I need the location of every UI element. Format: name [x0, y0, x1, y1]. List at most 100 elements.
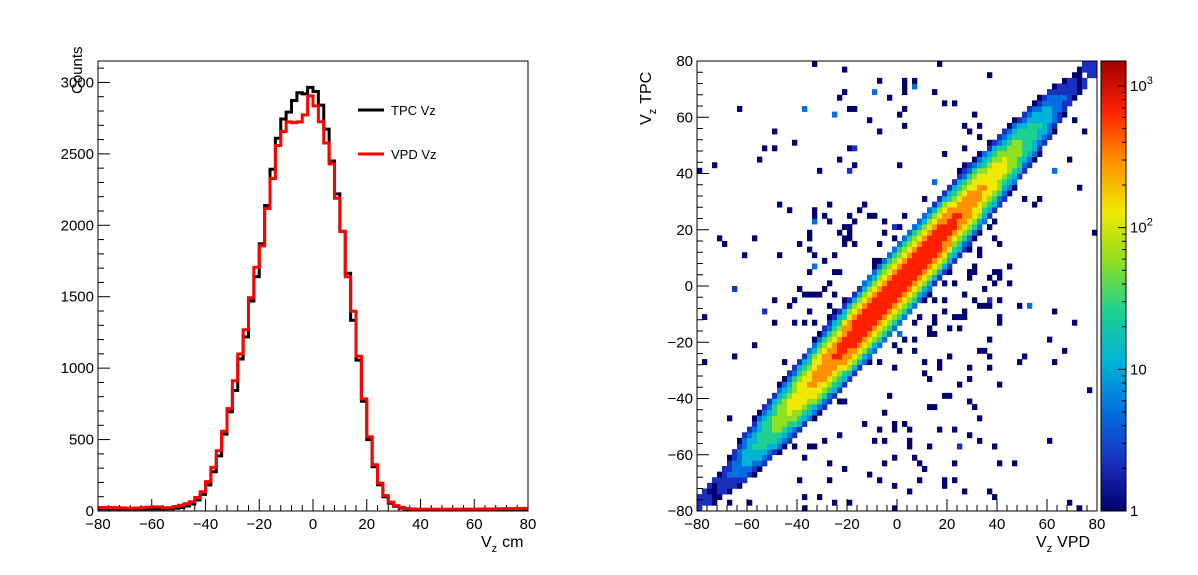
heatmap-cell	[972, 196, 978, 202]
heatmap-cell	[697, 167, 703, 174]
heatmap-cell	[812, 291, 818, 298]
heatmap-cell	[1012, 173, 1018, 180]
heatmap-cell	[992, 218, 998, 225]
heatmap-cell	[992, 151, 998, 157]
heatmap-cell	[752, 443, 758, 450]
heatmap-cell	[807, 347, 813, 354]
heatmap-cell	[822, 392, 828, 399]
heatmap-cell	[972, 173, 978, 180]
heatmap-cell	[772, 297, 778, 304]
heatmap-cell	[802, 404, 808, 411]
heatmap-cell	[1037, 111, 1043, 118]
heatmap-cell	[1047, 94, 1053, 101]
heatmap-cell	[977, 252, 983, 259]
heatmap-cell	[972, 111, 978, 118]
heatmap-cell	[1077, 66, 1083, 73]
heatmap-cell	[702, 314, 708, 321]
heatmap-cell	[827, 218, 833, 225]
heatmap-cell	[947, 392, 953, 399]
heatmap-cell	[852, 162, 858, 169]
heatmap-cell	[917, 269, 923, 276]
heatmap-cell	[932, 241, 938, 247]
heatmap-cell	[877, 297, 883, 304]
heatmap-cell	[962, 184, 968, 191]
heatmap-cell	[732, 471, 738, 478]
heatmap-cell	[882, 308, 888, 315]
heatmap-cell	[897, 246, 903, 253]
heatmap-cell	[837, 376, 843, 382]
heatmap-cell	[1017, 128, 1023, 135]
heatmap-cell	[867, 347, 873, 354]
heatmap-cell	[1042, 134, 1048, 141]
heatmap-cell	[817, 364, 823, 371]
heatmap-cell	[947, 224, 953, 231]
heatmap-cell	[982, 162, 988, 169]
heatmap-cell	[747, 499, 753, 506]
heatmap-cell	[777, 432, 783, 439]
heatmap-cell	[887, 314, 893, 321]
heatmap-cell	[937, 359, 943, 366]
heatmap-cell	[1077, 83, 1083, 90]
heatmap-cell	[852, 370, 858, 377]
heatmap-cell	[887, 308, 893, 315]
heatmap-cell	[832, 364, 838, 371]
heatmap-cell	[822, 387, 828, 394]
heatmap-cell	[882, 280, 888, 287]
heatmap-cell	[797, 241, 803, 247]
heatmap-cell	[862, 319, 868, 326]
heatmap-cell	[1037, 139, 1043, 146]
heatmap-cell	[897, 274, 903, 281]
heatmap-cell	[697, 505, 703, 512]
heatmap-cell	[807, 415, 813, 422]
heatmap-cell	[827, 280, 833, 287]
histogram-y-tick-label: 0	[86, 503, 94, 520]
heatmap-cell	[967, 196, 973, 202]
heatmap-cell	[762, 449, 768, 456]
heatmap-cell	[767, 421, 773, 427]
heatmap-cell	[992, 173, 998, 180]
heatmap-cell	[917, 460, 923, 467]
heatmap-cell	[802, 359, 808, 366]
heatmap-cell	[787, 437, 793, 444]
heatmap-cell	[897, 314, 903, 321]
heatmap-cell	[747, 432, 753, 439]
heatmap-cell	[837, 94, 843, 101]
heatmap-cell	[942, 151, 948, 157]
heatmap-cell	[842, 319, 848, 326]
heatmap-cell	[962, 190, 968, 197]
heatmap-cell	[957, 252, 963, 259]
heatmap-cell	[887, 263, 893, 270]
heatmap-cell	[732, 477, 738, 484]
heatmap-cell	[1022, 139, 1028, 146]
heatmap-cell	[972, 218, 978, 225]
heatmap-cell	[957, 443, 963, 450]
heatmap-cell	[777, 392, 783, 399]
heatmap-cell	[997, 151, 1003, 157]
heatmap-cell	[972, 184, 978, 191]
heatmap-cell	[977, 437, 983, 444]
heatmap-cell	[987, 353, 993, 360]
histogram-y-tick-label: 3000	[61, 74, 94, 91]
histogram-x-tick-labels: −80 −60 −40 −20 0 20 40 60 80	[85, 516, 536, 533]
heatmap-cell	[937, 263, 943, 270]
heatmap-cell	[797, 421, 803, 427]
heatmap-cell	[857, 353, 863, 360]
heatmap-cell	[1072, 89, 1078, 96]
heatmap-cell	[847, 342, 853, 349]
heatmap-cell	[922, 286, 928, 292]
heatmap-cell	[962, 224, 968, 231]
heatmap-cell	[1087, 387, 1093, 394]
heatmap-cell	[902, 89, 908, 96]
heatmap-cell	[867, 291, 873, 298]
heatmap-cell	[907, 286, 913, 292]
heatmap-cell	[987, 201, 993, 208]
heatmap-cell	[847, 308, 853, 315]
heatmap-cell	[797, 398, 803, 405]
heatmap-cell	[972, 297, 978, 304]
heatmap-cell	[722, 488, 728, 495]
heatmap-cell	[882, 302, 888, 309]
heatmap-cell	[902, 106, 908, 112]
heatmap-cell	[872, 331, 878, 337]
heatmap-cell	[1022, 196, 1028, 202]
heatmap-cell	[1057, 111, 1063, 118]
